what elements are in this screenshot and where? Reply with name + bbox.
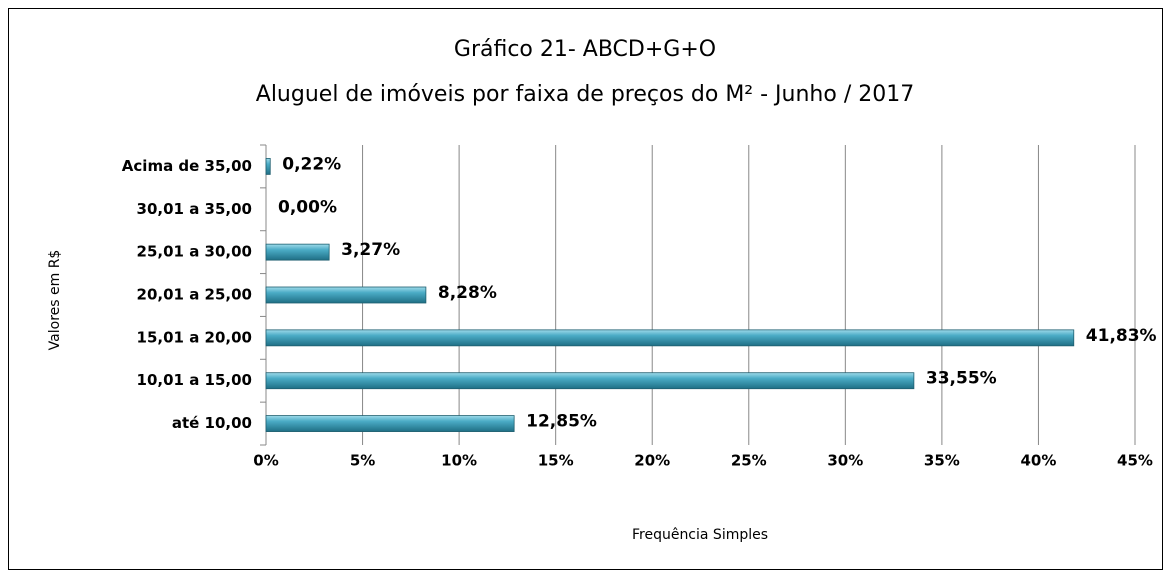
x-tick-label: 5% [350,452,375,470]
y-tick-label: 30,01 a 35,00 [137,200,252,218]
frame [8,8,1163,570]
y-tick-label: 20,01 a 25,00 [137,286,252,304]
x-axis-title: Frequência Simples [632,527,768,543]
x-tick-label: 40% [1020,452,1056,470]
bar [265,415,515,432]
y-tick-label: 25,01 a 30,00 [137,243,252,261]
value-label: 0,00% [278,197,337,217]
chart-title: Gráfico 21- ABCD+G+O [454,37,716,62]
x-tick-label: 35% [924,452,960,470]
y-axis-title: Valores em R$ [47,250,63,351]
x-tick-label: 25% [731,452,767,470]
x-tick-label: 45% [1117,452,1153,470]
x-tick-label: 0% [253,452,278,470]
x-tick-label: 30% [827,452,863,470]
bar [265,286,427,304]
x-tick-label: 10% [441,452,477,470]
bar [265,243,330,261]
x-tick-label: 15% [538,452,574,470]
value-label: 3,27% [341,240,400,260]
value-label: 0,22% [282,154,341,174]
bar [265,329,1075,347]
y-tick-label: Acima de 35,00 [122,157,252,175]
value-label: 12,85% [526,412,597,432]
bar [265,158,271,175]
value-label: 8,28% [438,283,497,303]
chart-subtitle: Aluguel de imóveis por faixa de preços d… [256,82,914,107]
value-label: 33,55% [926,369,997,389]
value-label: 41,83% [1086,326,1157,346]
y-tick-label: até 10,00 [172,414,252,432]
bar [265,372,915,390]
x-tick-label: 20% [634,452,670,470]
y-tick-label: 15,01 a 20,00 [137,328,252,346]
y-tick-label: 10,01 a 15,00 [137,371,252,389]
